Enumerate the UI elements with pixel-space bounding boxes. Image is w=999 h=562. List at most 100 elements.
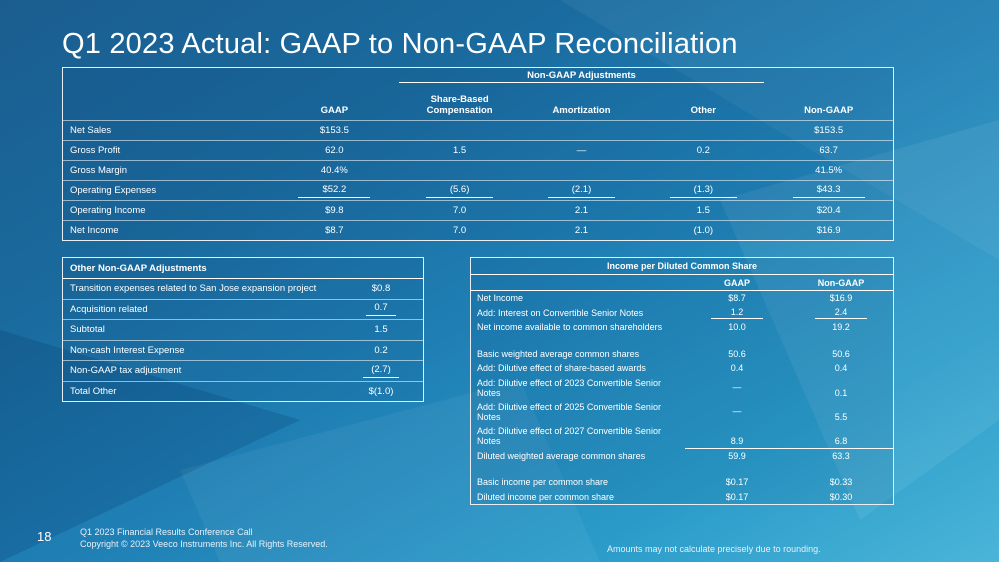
row-label: Gross Profit <box>63 140 270 161</box>
other-adjustments-header: Other Non-GAAP Adjustments <box>63 258 423 279</box>
row-label: Add: Dilutive effect of 2023 Convertible… <box>477 377 661 398</box>
row-label: Subtotal <box>63 319 339 340</box>
page-number: 18 <box>37 529 52 544</box>
cell-gaap-value: 1.2 <box>710 307 764 319</box>
non-gaap-adjustments-header: Non-GAAP Adjustments <box>398 68 765 83</box>
cell-gaap-value: $52.2 <box>298 184 371 198</box>
cell-non-gaap: $0.30 <box>829 491 853 502</box>
row-label: Non-cash Interest Expense <box>63 339 339 361</box>
cell-non-gaap: 6.8 <box>834 435 848 446</box>
table-row: Operating Expenses $52.2 (5.6) (2.1) (1.… <box>63 180 893 201</box>
cell-gaap: $0.17 <box>725 477 749 488</box>
table-row: Transition expenses related to San Jose … <box>63 279 423 300</box>
table-row: Net Income $8.7 7.0 2.1 (1.0) $16.9 <box>63 220 893 240</box>
col-non-gaap: Non-GAAP <box>804 105 854 116</box>
cell-other: 1.5 <box>642 200 765 221</box>
row-value: $(1.0) <box>339 380 423 401</box>
eps-table: Income per Diluted Common Share GAAP Non… <box>470 257 894 505</box>
cell-non-gaap: $0.33 <box>829 477 853 488</box>
col-gaap: GAAP <box>320 105 349 116</box>
cell-other: 0.2 <box>642 140 765 161</box>
table-row: Non-GAAP tax adjustment (2.7) <box>63 360 423 381</box>
table-row: Acquisition related 0.7 <box>63 298 423 320</box>
cell-non-gaap: 50.6 <box>832 348 850 359</box>
cell-amortization <box>520 120 643 141</box>
cell-amortization-value: (2.1) <box>547 184 616 198</box>
row-label: Total Other <box>63 380 339 401</box>
row-label: Gross Margin <box>63 160 270 181</box>
cell-gaap: 0.4 <box>730 363 744 374</box>
col-gaap: GAAP <box>685 274 789 291</box>
cell-gaap: 8.9 <box>730 435 744 446</box>
table-row: Net income available to common sharehold… <box>471 320 893 335</box>
table-row: Non-cash Interest Expense 0.2 <box>63 339 423 361</box>
cell-gaap: — <box>685 400 789 424</box>
cell-non-gaap: 5.5 <box>834 411 848 422</box>
cell-amortization: — <box>520 140 643 161</box>
row-label: Operating Income <box>63 200 270 221</box>
cell-non-gaap: 0.1 <box>834 387 848 398</box>
cell-amortization <box>520 160 643 181</box>
cell-gaap: 1.2 <box>685 306 789 321</box>
cell-sbc: (5.6) <box>398 180 521 201</box>
cell-gaap: $9.8 <box>270 200 399 221</box>
cell-sbc-value: (5.6) <box>425 184 494 198</box>
page-title: Q1 2023 Actual: GAAP to Non-GAAP Reconci… <box>62 28 738 60</box>
col-sbc-line1: Share-Based <box>430 94 489 105</box>
other-adjustments-table: Other Non-GAAP Adjustments Transition ex… <box>62 257 424 402</box>
row-label: Net income available to common sharehold… <box>477 322 663 333</box>
table-row: Total Other $(1.0) <box>63 380 423 401</box>
table-row: Gross Profit 62.0 1.5 — 0.2 63.7 <box>63 140 893 161</box>
cell-non-gaap: $16.9 <box>829 293 853 304</box>
cell-gaap: 59.9 <box>685 447 789 463</box>
cell-sbc: 7.0 <box>398 200 521 221</box>
row-label: Diluted income per common share <box>477 491 615 502</box>
cell-sbc: 1.5 <box>398 140 521 161</box>
row-label: Net Sales <box>63 120 270 141</box>
cell-non-gaap-value: $43.3 <box>792 184 865 198</box>
table-row: Operating Income $9.8 7.0 2.1 1.5 $20.4 <box>63 200 893 221</box>
cell-non-gaap: $43.3 <box>764 180 893 201</box>
col-amortization: Amortization <box>552 105 611 116</box>
row-label: Add: Interest on Convertible Senior Note… <box>477 307 644 318</box>
table-row: Subtotal 1.5 <box>63 319 423 340</box>
eps-header: Income per Diluted Common Share <box>471 258 893 275</box>
row-value: (2.7) <box>339 360 423 381</box>
row-label: Diluted weighted average common shares <box>477 450 646 461</box>
table-row: Basic weighted average common shares 50.… <box>471 347 893 362</box>
row-value: 0.7 <box>339 298 423 320</box>
cell-non-gaap: $20.4 <box>764 200 893 221</box>
cell-gaap: 10.0 <box>728 322 746 333</box>
cell-amortization: 2.1 <box>520 220 643 240</box>
row-value-text: 0.7 <box>366 302 396 317</box>
cell-gaap: 40.4% <box>270 160 399 181</box>
row-label: Net Income <box>63 220 270 240</box>
cell-non-gaap: 0.4 <box>834 363 848 374</box>
cell-non-gaap: 41.5% <box>764 160 893 181</box>
cell-gaap: $8.7 <box>728 293 746 304</box>
col-non-gaap: Non-GAAP <box>789 274 893 291</box>
row-label: Add: Dilutive effect of share-based awar… <box>477 363 646 374</box>
cell-other <box>642 120 765 141</box>
cell-amortization: 2.1 <box>520 200 643 221</box>
cell-sbc <box>398 160 521 181</box>
table-row: Diluted weighted average common shares 5… <box>471 447 893 463</box>
row-label: Net Income <box>477 293 524 304</box>
cell-gaap: — <box>685 376 789 400</box>
footer-line-2: Copyright © 2023 Veeco Instruments Inc. … <box>80 539 328 549</box>
reconciliation-table: Non-GAAP Adjustments GAAP Share-Based Co… <box>62 67 894 241</box>
row-label: Transition expenses related to San Jose … <box>70 283 317 295</box>
row-label: Add: Dilutive effect of 2027 Convertible… <box>477 426 661 446</box>
footer-text: Q1 2023 Financial Results Conference Cal… <box>80 526 328 550</box>
row-label: Add: Dilutive effect of 2025 Convertible… <box>477 401 661 422</box>
cell-gaap: 62.0 <box>270 140 399 161</box>
cell-non-gaap: $153.5 <box>764 120 893 141</box>
row-value: 1.5 <box>339 319 423 340</box>
rounding-footnote: Amounts may not calculate precisely due … <box>607 544 821 554</box>
row-label: Basic weighted average common shares <box>477 348 640 359</box>
table-row: Net Sales $153.5 $153.5 <box>63 120 893 141</box>
table-row: Diluted income per common share $0.17 $0… <box>471 490 893 505</box>
col-sbc-line2: Compensation <box>426 105 493 116</box>
cell-gaap: 50.6 <box>728 348 746 359</box>
cell-gaap: $153.5 <box>270 120 399 141</box>
